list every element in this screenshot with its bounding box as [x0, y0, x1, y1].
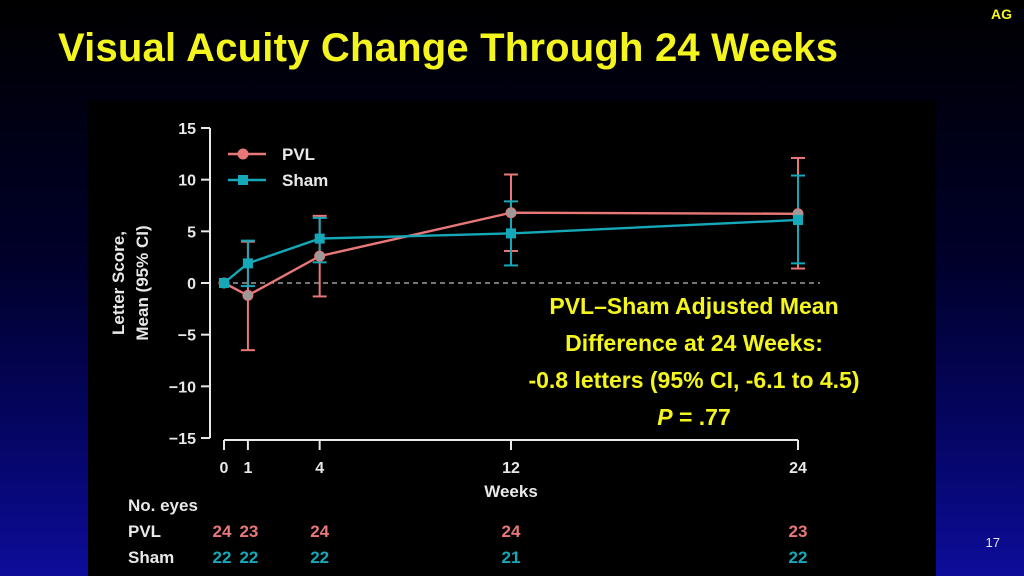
data-point — [314, 233, 325, 244]
chart-panel: 15 10 5 0 −5 −10 −15 Letter Score, Mean (95% CI)… — [88, 100, 936, 576]
y-axis-title-line-1: Letter Score, — [109, 231, 128, 335]
markers-sham — [219, 214, 803, 288]
annotation-line-1: PVL–Sham Adjusted Mean — [549, 293, 839, 319]
data-point — [242, 258, 253, 269]
page-number: 17 — [985, 535, 1000, 550]
p-label: P — [657, 404, 673, 430]
no-eyes-count: 22 — [310, 548, 329, 567]
no-eyes-count: 21 — [502, 548, 521, 567]
annotation-line-3: -0.8 letters (95% CI, -6.1 to 4.5) — [528, 367, 860, 393]
data-point — [506, 228, 516, 239]
no-eyes-count: 24 — [310, 522, 329, 541]
x-axis-title: Weeks — [484, 482, 538, 501]
y-tick-label: −10 — [169, 379, 196, 396]
no-eyes-count: 23 — [239, 522, 258, 541]
data-point — [219, 278, 229, 288]
x-tick-label: 12 — [502, 460, 520, 477]
data-point — [314, 250, 326, 262]
x-tick-label: 1 — [243, 460, 252, 477]
slide-title: Visual Acuity Change Through 24 Weeks — [58, 26, 839, 70]
y-tick-label: 10 — [178, 173, 196, 190]
no-eyes-count: 22 — [239, 548, 258, 567]
y-tick-label: 15 — [178, 121, 196, 138]
corner-tag: AG — [991, 6, 1012, 22]
legend-label: Sham — [282, 171, 328, 190]
x-tick-label: 0 — [220, 460, 229, 477]
y-tick-label: 0 — [187, 276, 196, 293]
no-eyes-row-label: Sham — [128, 548, 174, 567]
legend-marker — [238, 175, 248, 185]
no-eyes-count: 23 — [789, 522, 808, 541]
no-eyes-count: 22 — [789, 548, 808, 567]
no-eyes-count: 22 — [213, 548, 232, 567]
legend-label: PVL — [282, 145, 315, 164]
y-tick-label: −15 — [169, 431, 196, 448]
no-eyes-count: 24 — [502, 522, 521, 541]
data-point — [242, 289, 254, 301]
annotation-p-value: P = .77 — [448, 399, 940, 436]
p-value: = .77 — [672, 404, 731, 430]
x-tick-label: 4 — [315, 460, 324, 477]
legend-item-sham: Sham — [228, 171, 328, 190]
data-point — [505, 207, 517, 219]
legend-item-pvl: PVL — [228, 145, 315, 164]
legend-marker — [237, 148, 249, 160]
difference-annotation: PVL–Sham Adjusted Mean Difference at 24 … — [448, 288, 940, 436]
data-point — [793, 214, 803, 225]
annotation-line-2: Difference at 24 Weeks: — [565, 330, 823, 356]
no-eyes-count: 24 — [213, 522, 232, 541]
no-eyes-row-label: PVL — [128, 522, 161, 541]
x-tick-label: 24 — [789, 460, 807, 477]
no-eyes-heading: No. eyes — [128, 496, 198, 515]
y-tick-label: 5 — [187, 224, 196, 241]
y-tick-label: −5 — [178, 328, 196, 345]
y-axis-title-line-2: Mean (95% CI) — [133, 225, 152, 340]
